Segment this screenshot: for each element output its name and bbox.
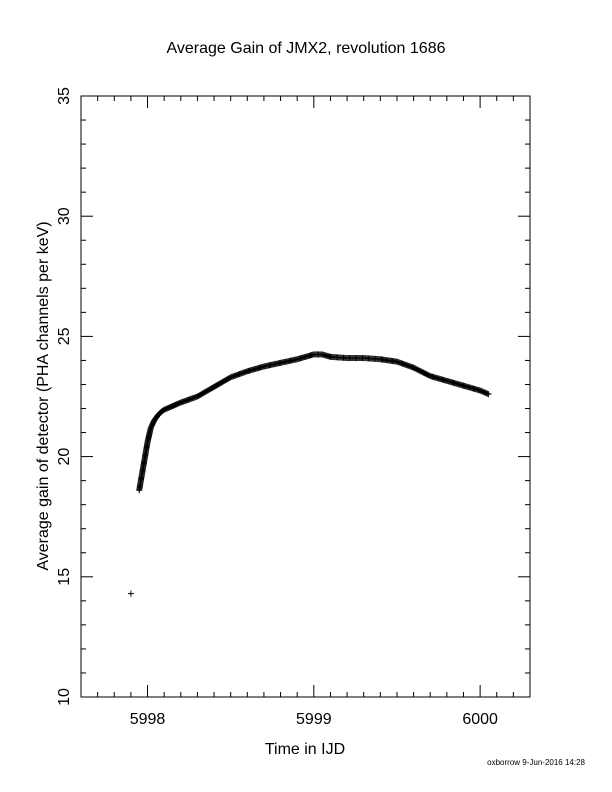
x-axis-label: Time in IJD bbox=[265, 741, 345, 758]
footer-credit: oxborrow 9-Jun-2016 14:28 bbox=[487, 758, 585, 767]
plot-frame bbox=[80, 95, 531, 698]
y-tick-label: 35 bbox=[56, 87, 73, 105]
data-points bbox=[127, 351, 492, 597]
y-tick-label: 15 bbox=[56, 568, 73, 586]
data-point bbox=[127, 590, 134, 597]
y-tick-label: 25 bbox=[56, 327, 73, 345]
axis-ticks: 5998 5999 6000 10 15 20 25 30 35 bbox=[56, 87, 531, 728]
x-tick-label: 5999 bbox=[296, 711, 332, 728]
y-tick-label: 10 bbox=[56, 688, 73, 706]
chart-title: Average Gain of JMX2, revolution 1686 bbox=[167, 40, 446, 57]
y-tick-label: 30 bbox=[56, 207, 73, 225]
x-tick-label: 5998 bbox=[130, 711, 166, 728]
y-tick-label: 20 bbox=[56, 448, 73, 466]
x-tick-label: 6000 bbox=[462, 711, 498, 728]
y-axis-label: Average gain of detector (PHA channels p… bbox=[35, 221, 52, 570]
data-point bbox=[485, 391, 492, 398]
